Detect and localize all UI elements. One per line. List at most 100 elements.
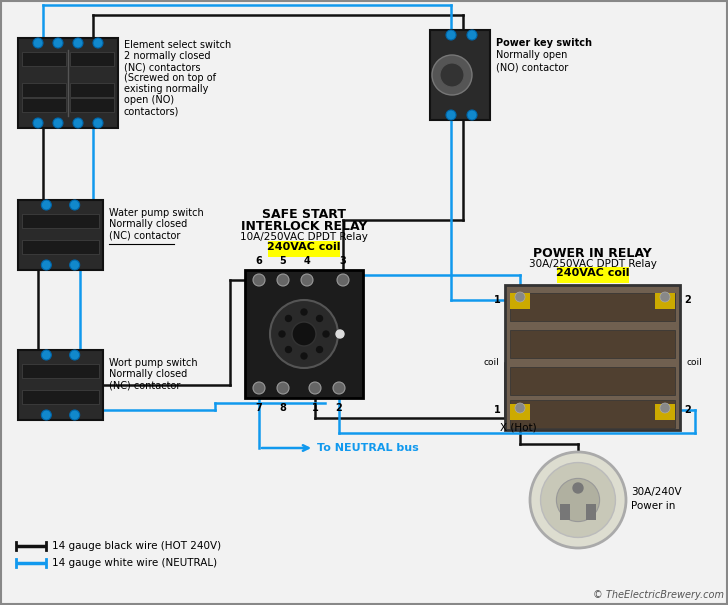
Bar bbox=[70, 98, 114, 112]
Bar bbox=[70, 83, 114, 97]
Circle shape bbox=[323, 331, 329, 337]
Circle shape bbox=[337, 274, 349, 286]
Circle shape bbox=[33, 38, 43, 48]
Text: 2 normally closed: 2 normally closed bbox=[124, 51, 210, 61]
Text: 240VAC coil: 240VAC coil bbox=[267, 242, 341, 252]
Bar bbox=[22, 52, 66, 66]
Bar bbox=[560, 504, 570, 520]
Text: INTERLOCK RELAY: INTERLOCK RELAY bbox=[241, 220, 367, 233]
Text: open (NO): open (NO) bbox=[124, 95, 174, 105]
Circle shape bbox=[41, 260, 52, 270]
Circle shape bbox=[270, 300, 338, 368]
Text: (NC) contactor: (NC) contactor bbox=[109, 380, 181, 390]
Circle shape bbox=[253, 382, 265, 394]
Circle shape bbox=[317, 315, 323, 321]
Circle shape bbox=[93, 38, 103, 48]
Bar bbox=[510, 330, 675, 358]
Text: 14 gauge black wire (HOT 240V): 14 gauge black wire (HOT 240V) bbox=[52, 541, 221, 551]
FancyBboxPatch shape bbox=[505, 285, 680, 430]
Text: 1: 1 bbox=[494, 295, 500, 305]
FancyBboxPatch shape bbox=[245, 270, 363, 398]
Circle shape bbox=[660, 403, 670, 413]
Circle shape bbox=[440, 63, 464, 87]
Text: (NC) contactors: (NC) contactors bbox=[124, 62, 200, 72]
Text: 2: 2 bbox=[684, 295, 692, 305]
Circle shape bbox=[573, 483, 583, 493]
Circle shape bbox=[41, 350, 52, 360]
Text: To NEUTRAL bus: To NEUTRAL bus bbox=[317, 443, 419, 453]
Text: © TheElectricBrewery.com: © TheElectricBrewery.com bbox=[593, 590, 724, 600]
Bar bbox=[70, 52, 114, 66]
Circle shape bbox=[73, 38, 83, 48]
Bar bbox=[655, 293, 675, 309]
Text: 240VAC coil: 240VAC coil bbox=[555, 268, 629, 278]
Bar bbox=[22, 390, 99, 404]
Circle shape bbox=[515, 403, 525, 413]
Circle shape bbox=[292, 322, 316, 346]
Bar bbox=[556, 267, 628, 283]
Circle shape bbox=[285, 315, 291, 321]
Text: Normally closed: Normally closed bbox=[109, 369, 187, 379]
Circle shape bbox=[446, 30, 456, 40]
Text: 3: 3 bbox=[340, 256, 347, 266]
Bar bbox=[22, 98, 66, 112]
Text: (NC) contactor: (NC) contactor bbox=[109, 230, 181, 240]
Text: 2: 2 bbox=[684, 405, 692, 415]
FancyBboxPatch shape bbox=[18, 200, 103, 270]
Circle shape bbox=[432, 55, 472, 95]
Bar bbox=[510, 293, 675, 321]
Text: existing normally: existing normally bbox=[124, 84, 208, 94]
Text: SAFE START: SAFE START bbox=[262, 208, 346, 221]
Bar bbox=[268, 241, 340, 257]
FancyBboxPatch shape bbox=[18, 350, 103, 420]
Text: contactors): contactors) bbox=[124, 106, 179, 116]
Text: 4: 4 bbox=[304, 256, 310, 266]
Text: POWER IN RELAY: POWER IN RELAY bbox=[533, 247, 652, 260]
Circle shape bbox=[301, 309, 307, 315]
Bar bbox=[510, 400, 675, 428]
Bar bbox=[510, 367, 675, 395]
Text: Power key switch: Power key switch bbox=[496, 38, 592, 48]
Circle shape bbox=[279, 331, 285, 337]
Circle shape bbox=[285, 347, 291, 353]
Text: Power in: Power in bbox=[631, 501, 676, 511]
Bar bbox=[22, 83, 66, 97]
Circle shape bbox=[530, 452, 626, 548]
Circle shape bbox=[660, 292, 670, 302]
Bar bbox=[586, 504, 596, 520]
Circle shape bbox=[515, 292, 525, 302]
Circle shape bbox=[93, 118, 103, 128]
Circle shape bbox=[277, 274, 289, 286]
Text: (NO) contactor: (NO) contactor bbox=[496, 62, 569, 72]
Circle shape bbox=[41, 410, 52, 420]
Circle shape bbox=[467, 110, 477, 120]
Text: 1: 1 bbox=[494, 405, 500, 415]
Text: 2: 2 bbox=[336, 403, 342, 413]
Text: 30A/250VAC DPDT Relay: 30A/250VAC DPDT Relay bbox=[529, 259, 657, 269]
Text: Water pump switch: Water pump switch bbox=[109, 208, 204, 218]
Bar bbox=[510, 293, 530, 309]
Circle shape bbox=[33, 118, 43, 128]
Bar bbox=[22, 214, 99, 228]
FancyBboxPatch shape bbox=[430, 30, 490, 120]
Circle shape bbox=[309, 382, 321, 394]
Circle shape bbox=[301, 274, 313, 286]
Text: 30A/240V: 30A/240V bbox=[631, 487, 681, 497]
Bar bbox=[655, 404, 675, 420]
Circle shape bbox=[70, 200, 79, 210]
FancyBboxPatch shape bbox=[18, 38, 118, 128]
Text: Wort pump switch: Wort pump switch bbox=[109, 358, 197, 368]
Bar bbox=[22, 240, 99, 254]
Circle shape bbox=[73, 118, 83, 128]
Text: coil: coil bbox=[686, 358, 702, 367]
Text: coil: coil bbox=[483, 358, 499, 367]
Text: 8: 8 bbox=[280, 403, 286, 413]
Text: 6: 6 bbox=[256, 256, 262, 266]
Text: 1: 1 bbox=[312, 403, 318, 413]
Circle shape bbox=[41, 200, 52, 210]
Circle shape bbox=[556, 479, 600, 522]
Text: 10A/250VAC DPDT Relay: 10A/250VAC DPDT Relay bbox=[240, 232, 368, 242]
Circle shape bbox=[253, 274, 265, 286]
Circle shape bbox=[70, 410, 79, 420]
Circle shape bbox=[317, 347, 323, 353]
